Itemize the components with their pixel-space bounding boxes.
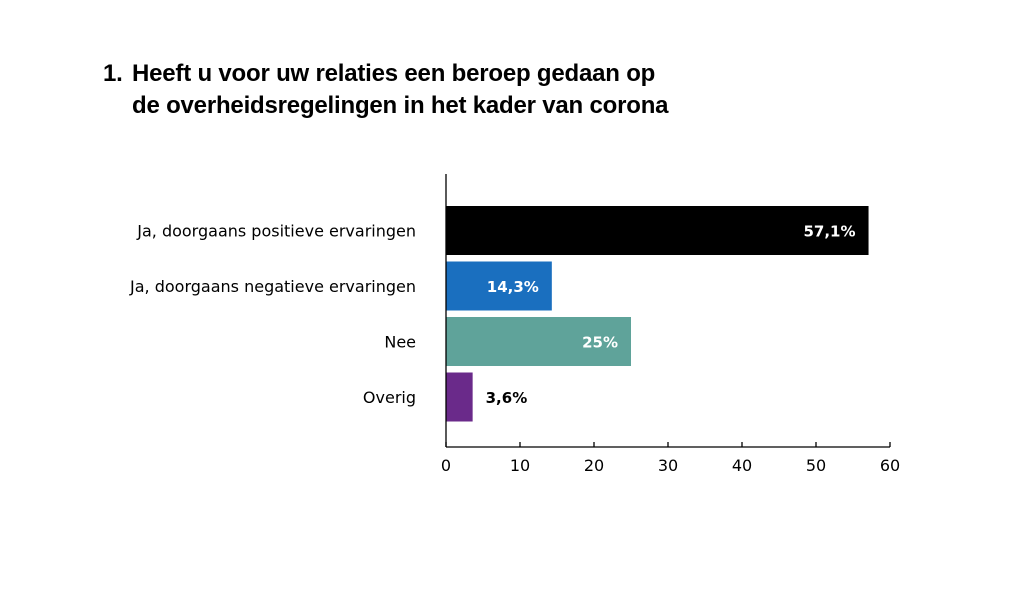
category-label-ja-doorgaans-negatieve-ervaringen: Ja, doorgaans negatieve ervaringen (129, 277, 416, 296)
chart-title-text-2: de overheidsregelingen in het kader van … (132, 92, 669, 119)
chart-title-line-2: de overheidsregelingen in het kader van … (103, 90, 668, 122)
x-tick-label-20: 20 (584, 456, 604, 475)
value-label-ja-doorgaans-negatieve-ervaringen: 14,3% (487, 278, 539, 296)
value-label-ja-doorgaans-positieve-ervaringen: 57,1% (803, 223, 855, 241)
value-label-nee: 25% (582, 334, 618, 352)
bar-ja-doorgaans-negatieve-ervaringen (446, 261, 552, 311)
x-tick-label-10: 10 (510, 456, 530, 475)
x-tick-label-60: 60 (880, 456, 900, 475)
chart-title-line-1: 1. Heeft u voor uw relaties een beroep g… (103, 58, 668, 90)
x-tick-label-0: 0 (441, 456, 451, 475)
value-label-overig: 3,6% (486, 389, 528, 407)
chart-title: 1. Heeft u voor uw relaties een beroep g… (103, 58, 668, 122)
category-label-overig: Overig (363, 388, 416, 407)
bar-nee (446, 317, 631, 366)
bars-group (446, 206, 869, 422)
x-tick-label-40: 40 (732, 456, 752, 475)
x-tick-label-50: 50 (806, 456, 826, 475)
bar-overig (446, 372, 473, 422)
category-labels: Ja, doorgaans positieve ervaringen Ja, do… (129, 222, 416, 408)
chart-title-number: 1. (103, 60, 123, 87)
x-axis: 0 10 20 30 40 50 60 (441, 442, 900, 475)
bar-ja-doorgaans-positieve-ervaringen (446, 206, 869, 255)
value-labels: 57,1% 14,3% 25% 3,6% (486, 223, 856, 408)
x-tick-label-30: 30 (658, 456, 678, 475)
category-label-ja-doorgaans-positieve-ervaringen: Ja, doorgaans positieve ervaringen (136, 222, 416, 241)
category-label-nee: Nee (384, 333, 416, 352)
chart-title-text-1: Heeft u voor uw relaties een beroep geda… (132, 60, 656, 87)
